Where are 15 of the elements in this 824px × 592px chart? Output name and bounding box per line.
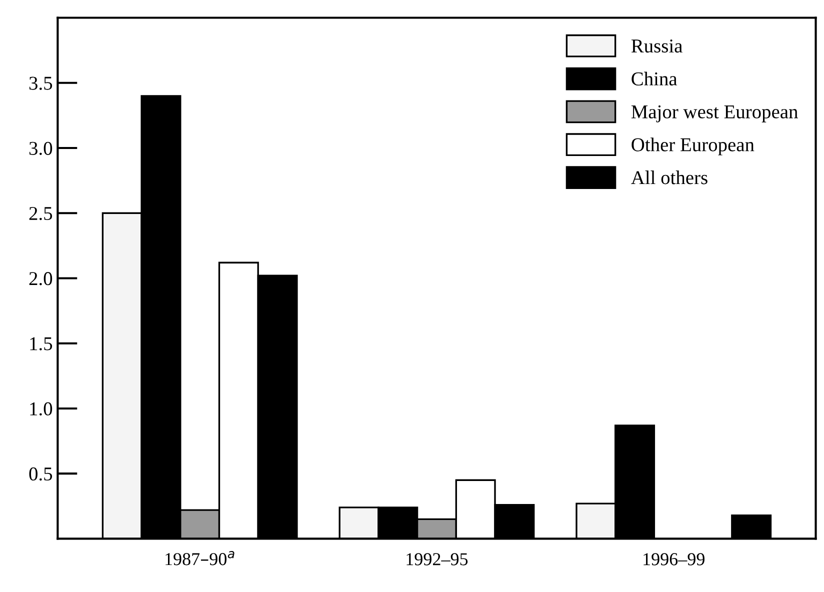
y-tick-label: 2.5 (29, 206, 52, 220)
x-tick-label: 1996–99 (644, 553, 704, 566)
y-tick-label: 1.0 (30, 402, 52, 416)
legend-label: Other European (632, 138, 754, 156)
x-tick-label: 1992–95 (406, 553, 468, 566)
y-tick-label: 2.0 (29, 272, 52, 286)
y-tick-label: 0.5 (29, 467, 52, 481)
x-tick-label: 1987–90$^{a}$ (166, 551, 234, 566)
legend-label: China (632, 72, 678, 86)
legend-label: All others (631, 170, 708, 184)
y-tick-label: 1.5 (30, 337, 52, 350)
y-tick-label: 3.5 (29, 76, 52, 90)
y-tick-label: 3.0 (29, 142, 52, 156)
legend-label: Major west European (631, 105, 798, 122)
legend-label: Russia (631, 39, 682, 53)
